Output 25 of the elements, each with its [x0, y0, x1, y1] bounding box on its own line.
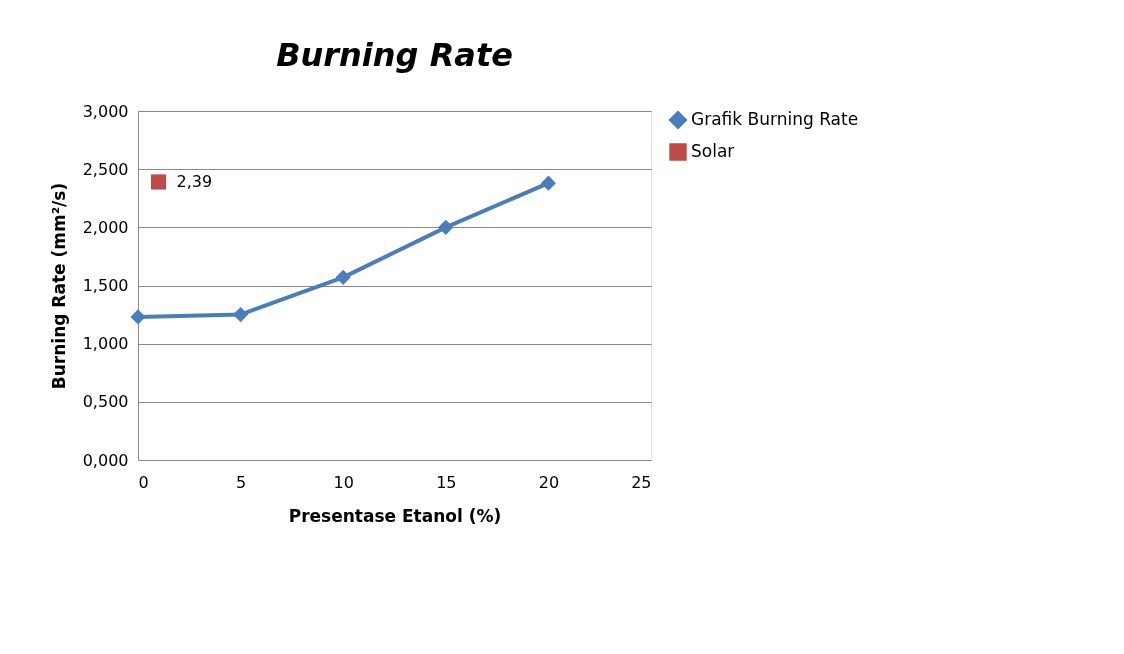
point — [335, 269, 351, 285]
y-tick-label: 0,000 — [82, 450, 129, 470]
point — [233, 307, 249, 323]
point — [438, 219, 454, 235]
y-tick-label: 2,000 — [82, 217, 129, 237]
point — [150, 174, 167, 190]
x-tick-label: 25 — [631, 472, 652, 492]
legend-label: Grafik Burning Rate — [691, 109, 859, 129]
x-tick-label: 20 — [538, 472, 560, 492]
chart-title: Burning Rate — [276, 36, 513, 74]
y-tick-label: 1,500 — [82, 276, 129, 295]
y-tick-label: 1,000 — [82, 334, 129, 354]
x-axis-title: Presentase Etanol (%) — [288, 505, 502, 526]
x-tick-label: 5 — [236, 472, 247, 492]
y-axis-title: Burning Rate (mm²/s) — [48, 182, 69, 390]
y-tick-label: 3,000 — [82, 101, 129, 121]
point — [130, 309, 146, 325]
y-tick-label: 0,500 — [82, 392, 129, 412]
legend-label: Solar — [691, 141, 735, 161]
point — [540, 175, 556, 191]
x-tick-label: 10 — [333, 472, 354, 492]
x-tick-label: 15 — [436, 472, 457, 492]
x-tick-label: 0 — [138, 472, 149, 492]
data-label: 2,39 — [176, 171, 213, 191]
y-tick-label: 2,500 — [82, 159, 129, 179]
